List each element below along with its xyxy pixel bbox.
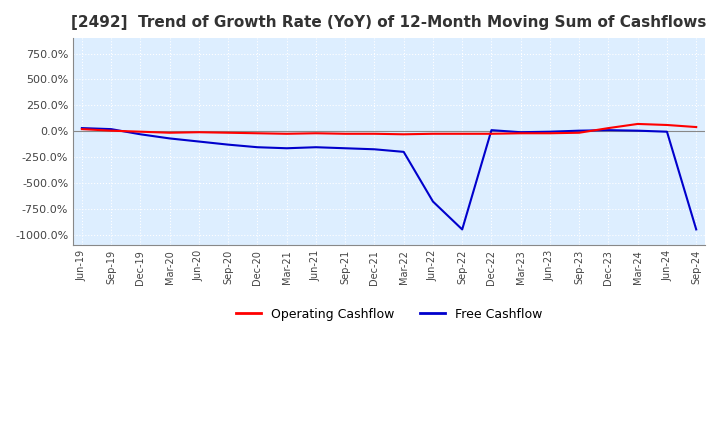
Free Cashflow <box>604 128 613 133</box>
Free Cashflow <box>400 149 408 154</box>
Operating Cashflow <box>253 131 262 136</box>
Operating Cashflow <box>575 130 583 136</box>
Operating Cashflow <box>692 125 701 130</box>
Title: [2492]  Trend of Growth Rate (YoY) of 12-Month Moving Sum of Cashflows: [2492] Trend of Growth Rate (YoY) of 12-… <box>71 15 707 30</box>
Operating Cashflow <box>107 128 115 133</box>
Legend: Operating Cashflow, Free Cashflow: Operating Cashflow, Free Cashflow <box>231 303 547 326</box>
Free Cashflow <box>487 128 496 133</box>
Free Cashflow <box>282 146 291 151</box>
Operating Cashflow <box>634 121 642 127</box>
Free Cashflow <box>194 139 203 144</box>
Free Cashflow <box>692 227 701 232</box>
Operating Cashflow <box>458 131 467 136</box>
Operating Cashflow <box>194 130 203 135</box>
Operating Cashflow <box>370 131 379 136</box>
Free Cashflow <box>546 129 554 134</box>
Free Cashflow <box>224 142 233 147</box>
Free Cashflow <box>78 125 86 131</box>
Free Cashflow <box>516 130 525 135</box>
Operating Cashflow <box>166 130 174 136</box>
Free Cashflow <box>575 128 583 133</box>
Operating Cashflow <box>312 131 320 136</box>
Free Cashflow <box>634 128 642 133</box>
Free Cashflow <box>166 136 174 141</box>
Free Cashflow <box>428 199 437 204</box>
Operating Cashflow <box>78 126 86 132</box>
Free Cashflow <box>107 126 115 132</box>
Operating Cashflow <box>662 122 671 128</box>
Free Cashflow <box>341 146 349 151</box>
Free Cashflow <box>312 145 320 150</box>
Operating Cashflow <box>604 125 613 131</box>
Free Cashflow <box>136 132 145 137</box>
Free Cashflow <box>458 227 467 232</box>
Operating Cashflow <box>428 131 437 136</box>
Line: Free Cashflow: Free Cashflow <box>82 128 696 229</box>
Operating Cashflow <box>341 131 349 136</box>
Operating Cashflow <box>224 130 233 136</box>
Operating Cashflow <box>487 131 496 136</box>
Operating Cashflow <box>400 132 408 137</box>
Free Cashflow <box>253 145 262 150</box>
Free Cashflow <box>370 147 379 152</box>
Operating Cashflow <box>546 131 554 136</box>
Line: Operating Cashflow: Operating Cashflow <box>82 124 696 134</box>
Operating Cashflow <box>282 131 291 136</box>
Free Cashflow <box>662 129 671 134</box>
Operating Cashflow <box>516 131 525 136</box>
Operating Cashflow <box>136 129 145 134</box>
